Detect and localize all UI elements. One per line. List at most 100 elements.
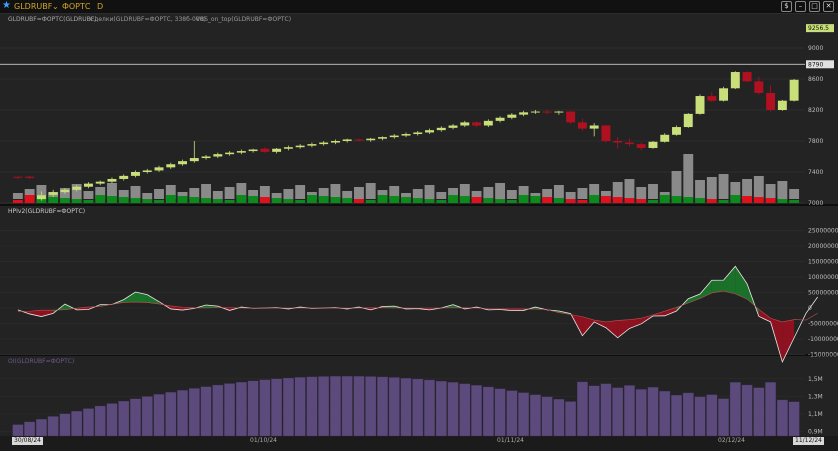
volume-bar-delta	[201, 198, 211, 203]
hpi-axis-label: 100000000	[808, 274, 838, 281]
candle-body	[460, 122, 470, 126]
hpi-cloud	[582, 316, 595, 336]
candle-body	[413, 132, 423, 135]
timeframe-label[interactable]: D	[97, 2, 104, 11]
candle-body	[378, 137, 387, 139]
close-icon[interactable]: ✕	[823, 1, 834, 12]
candle-body	[754, 81, 764, 93]
candle-body	[436, 127, 446, 131]
oi-bar	[212, 384, 224, 437]
hpi-cloud	[629, 318, 642, 329]
volume-bar-delta	[365, 200, 376, 203]
candle-body	[225, 152, 235, 155]
candle-body	[589, 125, 599, 129]
volume-bar-delta	[283, 199, 294, 203]
volume-bar-total	[330, 184, 341, 199]
volume-bar-total	[401, 193, 411, 199]
hpi-cloud	[758, 309, 771, 322]
oi-bar	[388, 377, 400, 437]
volume-bar-total	[612, 182, 623, 199]
date-end-label: 11/12/24	[793, 437, 824, 445]
settings-icon[interactable]: $	[781, 1, 792, 12]
candle-body	[483, 120, 493, 126]
oi-bar	[306, 376, 318, 437]
volume-bar-delta	[471, 197, 482, 203]
volume-bar-delta	[753, 197, 764, 203]
volume-bar-delta	[142, 199, 153, 203]
volume-bar-delta	[789, 200, 800, 203]
oi-bar	[471, 385, 483, 437]
oi-bar	[35, 418, 47, 437]
level-price-marker	[806, 60, 834, 69]
volume-bar-total	[589, 184, 600, 199]
candle-body	[83, 183, 93, 187]
hpi-cloud	[147, 294, 160, 304]
volume-bar-total	[495, 183, 506, 199]
volume-bar-total	[636, 187, 647, 199]
volume-bar-total	[377, 190, 388, 199]
volume-bar-delta	[542, 197, 553, 203]
oi-bar	[188, 388, 200, 437]
volume-bar-total	[683, 154, 694, 199]
volume-bar-delta	[236, 195, 247, 203]
exchange-label[interactable]: ФОРТС	[62, 2, 91, 11]
oi-bar	[329, 376, 341, 437]
candle-body	[542, 111, 552, 113]
hpi-cloud	[41, 310, 54, 317]
favorite-star-icon[interactable]: ★	[2, 0, 11, 11]
candle-body	[448, 125, 458, 128]
hpi-line	[17, 265, 818, 364]
candle-body	[213, 154, 223, 157]
volume-bar-delta	[189, 197, 200, 203]
candle-body	[389, 135, 399, 138]
volume-bar-total	[695, 180, 705, 199]
oi-bar	[24, 421, 36, 437]
volume-bar-delta	[48, 197, 59, 203]
volume-bar-total	[553, 185, 564, 199]
volume-bar-delta	[612, 197, 623, 203]
volume-bar-total	[12, 193, 23, 199]
volume-bar-total	[318, 188, 329, 199]
oi-bar	[353, 376, 365, 437]
volume-bar-delta	[718, 200, 729, 203]
oi-legend: OI(GLDRUBF=ФОРТС)	[8, 358, 75, 365]
oi-bar	[177, 390, 188, 437]
oi-bar	[518, 392, 530, 437]
oi-bar	[153, 394, 165, 437]
maximize-icon[interactable]: □	[809, 1, 820, 12]
volume-legend: Сделки(GLDRUBF=ФОРТС, 338б-000)	[90, 16, 206, 23]
candle-body	[330, 141, 340, 143]
volume-bar-delta	[212, 199, 223, 203]
volume-bar-delta	[224, 200, 235, 203]
hpi-cloud	[135, 292, 148, 303]
oi-axis-label: 1,1M	[808, 411, 823, 418]
volume-bar-delta	[424, 199, 435, 203]
oi-bar	[776, 399, 788, 437]
volume-bar-total	[742, 179, 753, 199]
minimize-icon[interactable]: –	[795, 1, 806, 12]
vbs-legend: VBS_on_top(GLDRUBF=ФОРТС)	[196, 16, 292, 23]
hpi-cloud	[29, 310, 42, 317]
oi-bar	[259, 379, 271, 437]
chevron-down-icon[interactable]: ⌄	[52, 2, 59, 11]
oi-bar	[694, 396, 706, 437]
volume-bar-total	[212, 191, 223, 199]
oi-bar	[553, 398, 565, 437]
candle-body	[260, 148, 270, 152]
hpi-axis-label: 200000000	[808, 243, 838, 250]
hpi-axis-label: -150000000	[808, 352, 838, 359]
volume-bar-delta	[259, 197, 270, 203]
volume-bar-delta	[83, 200, 94, 203]
volume-bar-total	[118, 190, 129, 199]
price-axis-label: 8600	[808, 76, 823, 83]
volume-bar-total	[83, 191, 94, 199]
symbol-label[interactable]: GLDRUBF	[14, 2, 53, 11]
oi-axis-label: 1,3M	[808, 393, 823, 400]
candle-body	[530, 111, 540, 113]
panel-divider[interactable]	[0, 204, 838, 206]
oi-bar	[412, 378, 424, 437]
price-legend: GLDRUBF=ФОРТС(GLDRUBF)	[8, 16, 97, 23]
candle-body	[48, 192, 58, 195]
volume-bar-delta	[777, 199, 788, 203]
